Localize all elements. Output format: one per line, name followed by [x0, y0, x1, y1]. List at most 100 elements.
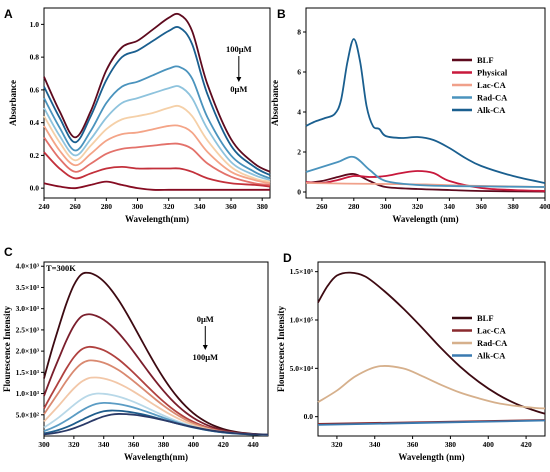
x-axis-label: Wavelength (nm)	[398, 452, 464, 462]
y-tick-label: 5.0×10²	[16, 410, 40, 419]
y-tick-label: 1.0×10³	[16, 389, 40, 398]
x-axis-label: Wavelength(nm)	[125, 214, 189, 224]
y-tick-label: 2.5×10³	[16, 325, 40, 334]
x-tick-label: 320	[163, 202, 175, 211]
x-tick-label: 420	[520, 440, 532, 449]
x-tick-label: 300	[380, 202, 392, 211]
y-tick-label: 2	[297, 148, 301, 157]
x-tick-label: 400	[539, 202, 550, 211]
y-tick-label: 3.0×10³	[16, 304, 40, 313]
y-tick-label: 0.4	[30, 118, 40, 127]
y-tick-label: 0.0	[30, 184, 40, 193]
series-line-6	[43, 136, 271, 186]
series-line-5	[43, 124, 271, 185]
series-line-2	[317, 365, 546, 410]
x-tick-label: 260	[70, 202, 82, 211]
series-line-3	[43, 85, 271, 181]
annotation-bottom-c: 100μM	[192, 352, 218, 362]
y-tick-label: 8	[297, 28, 301, 37]
y-axis-label: Absorbance	[270, 80, 280, 126]
series-line-4	[305, 38, 546, 184]
x-tick-label: 240	[38, 202, 50, 211]
x-tick-label: 280	[348, 202, 360, 211]
annotation-arrowhead-a	[236, 77, 242, 82]
y-tick-label: 0	[297, 188, 301, 197]
legend-label-D-3: Alk-CA	[477, 351, 506, 361]
x-tick-label: 320	[331, 440, 343, 449]
legend-label-D-1: Lac-CA	[477, 326, 507, 336]
x-tick-label: 360	[128, 440, 140, 449]
annotation-arrowhead-c	[202, 345, 208, 350]
x-tick-label: 280	[101, 202, 113, 211]
series-line-0	[317, 271, 546, 415]
series-line-3	[305, 155, 546, 188]
x-tick-label: 340	[194, 202, 206, 211]
x-tick-label: 360	[225, 202, 237, 211]
x-tick-label: 420	[218, 440, 230, 449]
series-line-8	[43, 413, 269, 436]
y-tick-label: 1.5×10³	[16, 368, 40, 377]
series-line-1	[43, 313, 269, 436]
x-axis-label: Wavelength (nm)	[392, 214, 458, 224]
legend-label-B-4: Alk-CA	[477, 105, 506, 115]
x-tick-label: 380	[257, 202, 269, 211]
series-line-0	[43, 12, 271, 173]
y-tick-label: 0.6	[30, 85, 40, 94]
x-tick-label: 320	[412, 202, 424, 211]
series-line-1	[305, 170, 546, 192]
plot-frame-B	[305, 7, 546, 199]
x-tick-label: 340	[98, 440, 110, 449]
y-tick-label: 6	[297, 68, 301, 77]
y-axis-label: Flourescence Intensity	[2, 305, 12, 392]
legend-label-B-0: BLF	[477, 55, 494, 65]
y-tick-label: 2.0×10³	[16, 347, 40, 356]
legend-label-D-2: Rad-CA	[477, 338, 508, 348]
x-tick-label: 400	[483, 440, 495, 449]
plot-frame-C	[43, 261, 269, 437]
y-tick-label: 1.0×10⁵	[290, 316, 314, 325]
panel-b: 260 280 300 320 340 360 380 400 0 2 4 6 8 Wavelength …	[270, 7, 550, 224]
legend-label-B-3: Rad-CA	[477, 93, 508, 103]
panel-letter-b: B	[277, 7, 286, 21]
panel-d: 320 340 360 380 400 420 0.0 5.0×10⁴ 1.0×10⁵ 1.5×1…	[276, 261, 546, 462]
x-tick-label: 400	[188, 440, 200, 449]
x-tick-label: 380	[158, 440, 170, 449]
y-tick-label: 0.2	[30, 151, 40, 160]
x-axis-label: Wavelength(nm)	[124, 452, 188, 462]
x-tick-label: 300	[38, 440, 50, 449]
x-tick-label: 320	[68, 440, 80, 449]
series-line-1	[43, 26, 271, 176]
x-tick-label: 360	[407, 440, 419, 449]
x-tick-label: 440	[247, 440, 259, 449]
panel-letter-d: D	[283, 251, 292, 265]
series-line-7	[43, 151, 271, 188]
series-line-8	[43, 180, 270, 191]
y-tick-label: 0.8	[30, 53, 40, 62]
panel-letter-a: A	[4, 7, 13, 21]
series-line-3	[43, 359, 269, 436]
series-line-3	[317, 419, 546, 426]
series-line-2	[43, 65, 271, 180]
y-tick-label: 4.0×10³	[16, 262, 40, 271]
legend-label-B-2: Lac-CA	[477, 80, 507, 90]
series-line-4	[43, 104, 271, 183]
annotation-bottom-a: 0μM	[230, 84, 247, 94]
plot-frame-D	[317, 261, 546, 437]
x-tick-label: 300	[132, 202, 144, 211]
legend-label-B-1: Physical	[477, 68, 508, 78]
y-axis-label: Absorbance	[8, 80, 18, 126]
x-tick-label: 260	[316, 202, 328, 211]
y-tick-label: 1.0	[30, 20, 40, 29]
y-tick-label: 5.0×10⁴	[290, 364, 314, 373]
plot-frame-A	[43, 7, 271, 199]
annotation-top-a: 100μM	[226, 44, 252, 54]
annotation-top-c: 0μM	[197, 314, 214, 324]
chart-title-c: T=300K	[46, 263, 76, 273]
x-tick-label: 380	[445, 440, 457, 449]
panel-c: 300 320 340 360 380 400 420 440 5.0×10² 1.0×10³ 1.…	[2, 261, 269, 462]
y-tick-label: 0.0	[304, 412, 314, 421]
y-tick-label: 3.5×10³	[16, 283, 40, 292]
y-tick-label: 4	[297, 108, 301, 117]
panel-letter-c: C	[4, 245, 13, 259]
